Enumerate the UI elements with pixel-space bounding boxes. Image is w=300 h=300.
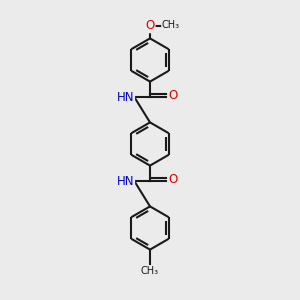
Text: HN: HN [117, 175, 134, 188]
Text: O: O [169, 89, 178, 102]
Text: CH₃: CH₃ [141, 266, 159, 277]
Text: HN: HN [117, 91, 134, 104]
Text: CH₃: CH₃ [162, 20, 180, 30]
Text: O: O [169, 173, 178, 186]
Text: O: O [146, 19, 154, 32]
